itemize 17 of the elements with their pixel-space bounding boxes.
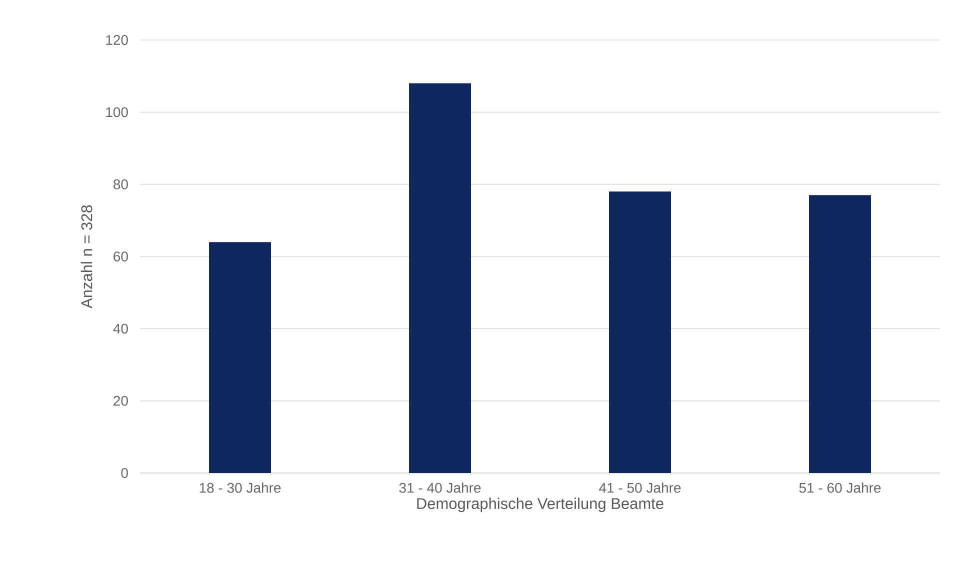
bar [209,242,272,473]
bar [409,83,472,473]
x-tick-label: 18 - 30 Jahre [200,482,281,493]
x-tick-label: 41 - 50 Jahre [599,482,681,493]
y-tick-label: 60 [114,252,128,262]
y-tick-label: 40 [113,324,128,334]
x-tick-label: 51 - 60 Jahre [799,482,881,493]
x-tick-label: 31 - 40 Jahre [399,482,481,493]
y-tick-label: 100 [106,107,128,118]
y-tick-label: 80 [114,179,128,190]
y-axis-title: Anzahl n = 328 [80,205,92,308]
bar [609,192,671,473]
y-tick-label: 120 [106,35,128,45]
y-tick-label: 0 [121,468,128,478]
bar [809,195,871,473]
y-tick-label: 20 [114,396,128,406]
x-axis-title: Demographische Verteilung Beamte [417,498,664,512]
